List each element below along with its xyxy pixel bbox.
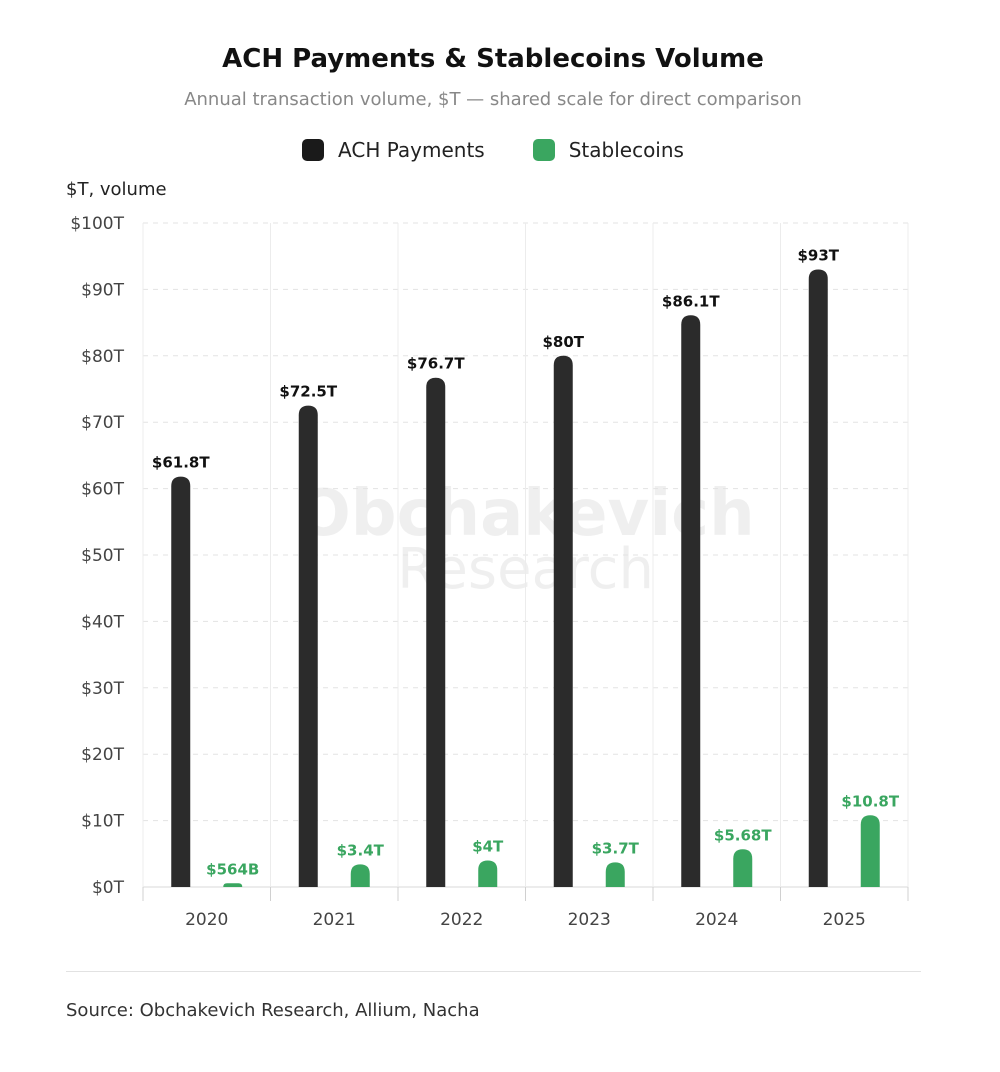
bar-ach [426, 377, 446, 887]
data-label-stablecoins: $3.4T [337, 841, 385, 859]
y-tick-label: $80T [81, 347, 124, 367]
legend-item-ach[interactable]: ACH Payments [302, 138, 485, 162]
x-tick-label: 2023 [568, 910, 611, 930]
legend-item-stablecoins[interactable]: Stablecoins [532, 138, 684, 162]
bar-stablecoins [350, 864, 370, 887]
data-label-stablecoins: $4T [472, 837, 504, 855]
gridlines [142, 222, 909, 901]
chart-title: ACH Payments & Stablecoins Volume [222, 44, 764, 74]
x-tick-label: 2025 [823, 910, 866, 930]
data-label-ach: $80T [542, 333, 584, 351]
legend: ACH Payments Stablecoins [0, 138, 986, 162]
data-label-ach: $72.5T [279, 383, 337, 401]
y-axis-label: $T, volume [66, 179, 167, 200]
y-tick-label: $10T [81, 812, 124, 832]
y-tick-label: $20T [81, 745, 124, 765]
x-axis: 2020 2021 2022 2023 2024 2025 [185, 910, 866, 930]
data-label-ach: $61.8T [152, 454, 210, 472]
x-tick-label: 2024 [695, 910, 738, 930]
bar-ach [681, 315, 701, 887]
footer-divider [66, 971, 921, 972]
source-note: Source: Obchakevich Research, Allium, Na… [66, 1000, 480, 1021]
x-tick-label: 2020 [185, 910, 228, 930]
y-tick-label: $50T [81, 546, 124, 566]
y-tick-label: $30T [81, 679, 124, 699]
bar-stablecoins [478, 860, 498, 887]
y-tick-label: $90T [81, 280, 124, 300]
legend-swatch-ach [302, 139, 325, 161]
y-axis: $0T $10T $20T $30T $40T $50T $60T $70T $80T $90T $… [70, 214, 124, 898]
data-label-stablecoins: $3.7T [592, 839, 640, 857]
x-tick-label: 2022 [440, 910, 483, 930]
bar-ach [553, 355, 573, 887]
x-tick-label: 2021 [313, 910, 356, 930]
y-tick-label: $0T [92, 878, 125, 898]
chart-subtitle: Annual transaction volume, $T — shared s… [184, 89, 802, 110]
bar-stablecoins [605, 862, 625, 887]
legend-label-ach: ACH Payments [338, 138, 485, 162]
y-tick-label: $60T [81, 480, 124, 500]
data-labels: $61.8T $72.5T $76.7T $80T $86.1T $93T $564B $3.… [152, 246, 900, 878]
y-tick-label: $40T [81, 612, 124, 632]
data-label-ach: $76.7T [407, 355, 465, 373]
bar-ach [808, 269, 828, 888]
bar-stablecoins [223, 883, 243, 887]
bar-ach [171, 476, 191, 887]
bar-ach [298, 405, 318, 887]
data-label-stablecoins: $10.8T [841, 792, 899, 810]
legend-swatch-stablecoins [532, 139, 555, 161]
bars [171, 269, 880, 888]
data-label-stablecoins: $564B [206, 860, 259, 878]
data-label-ach: $93T [797, 246, 839, 264]
data-label-stablecoins: $5.68T [714, 826, 772, 844]
data-label-ach: $86.1T [662, 292, 720, 310]
y-tick-label: $100T [70, 214, 124, 234]
bar-stablecoins [733, 849, 753, 887]
legend-label-stablecoins: Stablecoins [568, 138, 684, 162]
y-tick-label: $70T [81, 413, 124, 433]
bar-stablecoins [860, 815, 880, 887]
